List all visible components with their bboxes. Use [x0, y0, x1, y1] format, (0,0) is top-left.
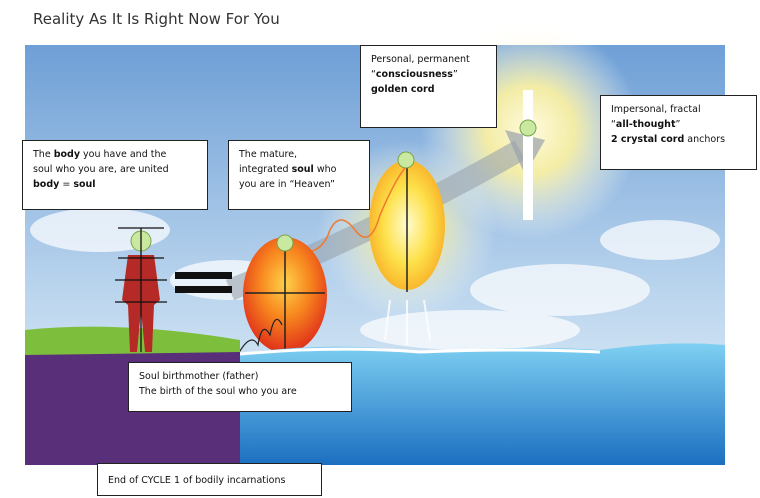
label-box: Impersonal, fractal “all-thought” 2 crysta… [600, 95, 757, 170]
label-text: you have and the [80, 149, 167, 160]
label-box: The mature, integrated soul who you are in… [228, 140, 370, 210]
label-line: “all-thought” [611, 117, 746, 132]
label-text: body [33, 179, 60, 190]
clouds [30, 208, 720, 350]
label-line: you are in “Heaven” [239, 177, 359, 192]
label-line: The mature, [239, 147, 359, 162]
label-text: The birth of the soul who you are [139, 386, 297, 397]
label-text: End of CYCLE 1 of bodily incarnations [108, 475, 286, 486]
label-text: ” [452, 69, 458, 80]
label-text: golden cord [371, 84, 435, 95]
label-text: “ [371, 69, 376, 80]
label-text: Impersonal, fractal [611, 104, 701, 115]
title: Reality As It Is Right Now For You [33, 10, 280, 28]
label-text: soul [73, 179, 96, 190]
label-text: The [33, 149, 54, 160]
wave [229, 347, 601, 357]
label-line: soul who you are, are united [33, 162, 197, 177]
label-box: End of CYCLE 1 of bodily incarnations [97, 463, 322, 496]
body-figure [115, 227, 167, 352]
label-text: anchors [684, 134, 726, 145]
label-text: 2 crystal cord [611, 134, 685, 145]
label-box: The body you have and the soul who you ar… [22, 140, 208, 210]
label-text: consciousness [375, 69, 453, 80]
label-line: body = soul [33, 177, 197, 192]
label-line: integrated soul who [239, 162, 359, 177]
label-line: Personal, permanent [371, 52, 486, 67]
label-line: 2 crystal cord anchors [611, 132, 746, 147]
face [519, 119, 537, 137]
label-text: The mature, [239, 149, 298, 160]
label-line: The birth of the soul who you are [139, 384, 341, 399]
label-text: “ [611, 119, 616, 130]
crystal-cord [523, 90, 533, 220]
label-text: all-thought [615, 119, 676, 130]
face [397, 151, 415, 169]
label-box: Soul birthmother (father) The birth of th… [128, 362, 352, 412]
label-line: The body you have and the [33, 147, 197, 162]
golden-cord [289, 167, 406, 254]
face [276, 234, 294, 252]
label-text: Personal, permanent [371, 54, 470, 65]
label-line: Impersonal, fractal [611, 102, 746, 117]
label-line: End of CYCLE 1 of bodily incarnations [108, 473, 311, 488]
label-text: soul [291, 164, 314, 175]
label-text: soul who you are, are united [33, 164, 169, 175]
label-line: “consciousness” [371, 67, 486, 82]
label-text: you are in “Heaven” [239, 179, 335, 190]
label-text: ” [675, 119, 681, 130]
equals-sign [175, 272, 232, 293]
label-text: Soul birthmother (father) [139, 371, 259, 382]
label-text: = [59, 179, 74, 190]
label-line: Soul birthmother (father) [139, 369, 341, 384]
birth-cord [234, 318, 283, 361]
label-box: Personal, permanent “consciousness” golden… [360, 45, 497, 128]
water [230, 343, 725, 465]
label-text: who [313, 164, 337, 175]
rays [384, 299, 431, 345]
label-line: golden cord [371, 82, 486, 97]
label-text: body [53, 149, 81, 160]
label-text: integrated [239, 164, 292, 175]
